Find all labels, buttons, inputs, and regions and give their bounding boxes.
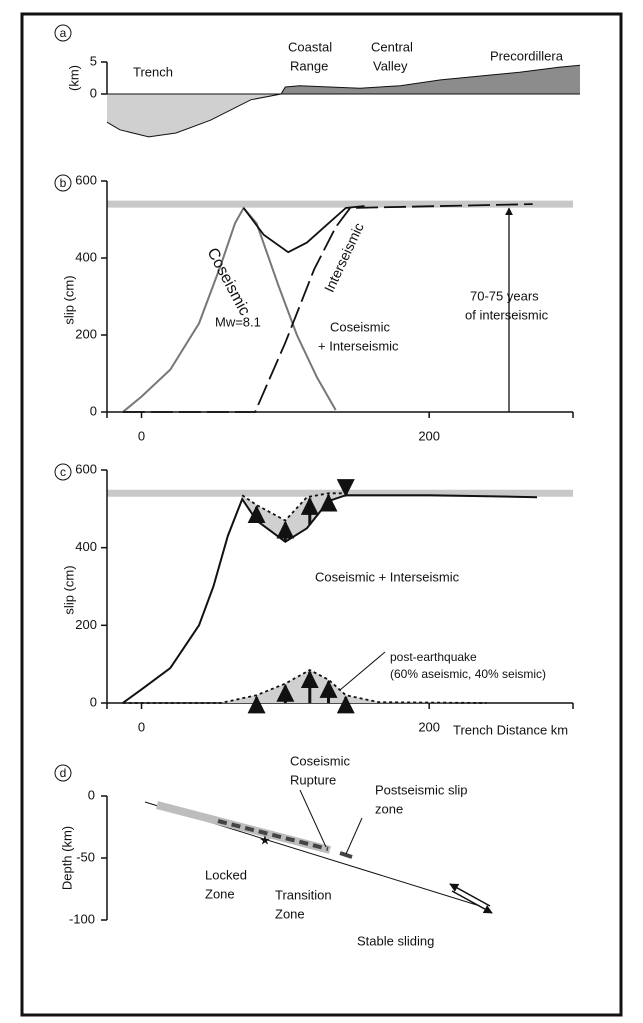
y-tick-label: 200: [75, 617, 97, 632]
slip-line: [122, 203, 533, 413]
y-tick-label: 5: [90, 53, 97, 68]
diagram-label: Coseismic: [290, 753, 350, 768]
y-axis-label: slip (cm): [61, 565, 76, 614]
y-tick-label: 400: [75, 249, 97, 264]
annotation: Precordillera: [490, 48, 564, 63]
annotation: (60% aseismic, 40% seismic): [390, 667, 546, 681]
y-axis-label: (km): [66, 65, 81, 91]
y-axis-label: slip (cm): [61, 275, 76, 324]
slip-line: [242, 205, 365, 254]
annotation: Coseismic: [330, 319, 390, 334]
topography: [106, 64, 581, 138]
y-tick-label: 600: [75, 172, 97, 187]
panel-label-circle: [54, 463, 72, 481]
y-tick-label: -50: [76, 849, 95, 864]
slide-arrow: [449, 883, 491, 907]
y-tick-label: 0: [88, 787, 95, 802]
diagram-label: Stable sliding: [357, 933, 434, 948]
panel-label-circle: [54, 24, 72, 42]
frame: [20, 12, 623, 1017]
slide-arrow: [451, 890, 493, 914]
postseismic-zone: [339, 851, 353, 859]
rupture: [217, 819, 329, 851]
x-tick-label: 0: [138, 719, 145, 734]
leader: [339, 651, 386, 691]
x-tick-label: 200: [418, 428, 440, 443]
annotation: Valley: [373, 58, 408, 73]
annotation: 70-75 years: [470, 288, 539, 303]
y-tick-label: 400: [75, 539, 97, 554]
y-tick-label: -100: [69, 911, 95, 926]
y-tick-label: 0: [90, 694, 97, 709]
panel-label: c: [60, 465, 66, 479]
annotation: Trench: [133, 64, 173, 79]
y-tick-label: 0: [90, 403, 97, 418]
diagram-label: Zone: [275, 906, 305, 921]
annotation: Coastal: [288, 39, 332, 54]
y-tick-label: 200: [75, 326, 97, 341]
final-slip-line: [241, 492, 351, 522]
annotation: of interseismic: [465, 307, 549, 322]
panel-label-circle: [54, 764, 72, 782]
x-tick-label: 200: [418, 719, 440, 734]
y-tick-label: 0: [90, 85, 97, 100]
leader: [299, 789, 327, 848]
x-axis-label: Trench Distance km: [453, 722, 568, 737]
series-label: Interseismic: [321, 220, 367, 294]
leader: [345, 817, 363, 855]
diagram-label: Transition: [275, 887, 332, 902]
annotation: Range: [290, 58, 328, 73]
diagram-label: zone: [375, 801, 403, 816]
annotation: + Interseismic: [318, 338, 399, 353]
series-label: Coseismic + Interseismic: [315, 569, 460, 584]
panel-label: b: [60, 176, 67, 190]
slip-line: [122, 206, 337, 413]
diagram-label: Postseismic slip: [375, 782, 467, 797]
panel-label: a: [60, 26, 67, 40]
panel-label-circle: [54, 174, 72, 192]
diagram-label: Zone: [205, 886, 235, 901]
post-slip-line: [122, 668, 487, 704]
land-fill: [107, 65, 580, 94]
diagram-label: Rupture: [290, 772, 336, 787]
series-label: Coseismic: [203, 245, 253, 318]
series-label: post-earthquake: [390, 650, 477, 664]
y-axis-label: Depth (km): [59, 826, 74, 890]
annotation: Central: [371, 39, 413, 54]
y-tick-label: 600: [75, 461, 97, 476]
x-tick-label: 0: [138, 428, 145, 443]
annotation: Mw=8.1: [215, 314, 261, 329]
panel-label: d: [60, 766, 67, 780]
diagram-label: Locked: [205, 867, 247, 882]
star: ★: [259, 832, 271, 847]
sea-fill: [107, 94, 580, 137]
